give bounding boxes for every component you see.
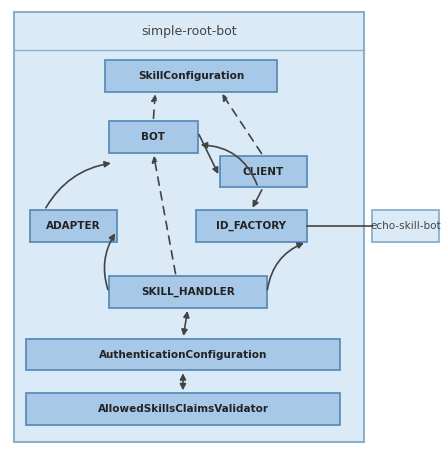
Bar	[109, 277, 267, 308]
Text: SkillConfiguration: SkillConfiguration	[138, 71, 244, 81]
Text: ID_FACTORY: ID_FACTORY	[216, 221, 286, 231]
Bar	[26, 339, 340, 370]
Text: BOT: BOT	[141, 132, 165, 142]
Bar	[109, 121, 198, 153]
Bar	[372, 210, 439, 242]
Text: SKILL_HANDLER: SKILL_HANDLER	[141, 287, 235, 298]
Bar	[26, 393, 340, 425]
Text: AllowedSkillsClaimsValidator: AllowedSkillsClaimsValidator	[98, 404, 268, 414]
Bar	[30, 210, 116, 242]
Text: CLIENT: CLIENT	[242, 167, 284, 177]
Bar	[196, 210, 306, 242]
Text: simple-root-bot: simple-root-bot	[141, 25, 237, 38]
Text: echo-skill-bot: echo-skill-bot	[370, 221, 441, 231]
Bar	[14, 12, 364, 442]
Bar	[105, 60, 277, 91]
Bar	[220, 156, 306, 187]
Text: ADAPTER: ADAPTER	[46, 221, 100, 231]
Text: AuthenticationConfiguration: AuthenticationConfiguration	[99, 349, 267, 359]
